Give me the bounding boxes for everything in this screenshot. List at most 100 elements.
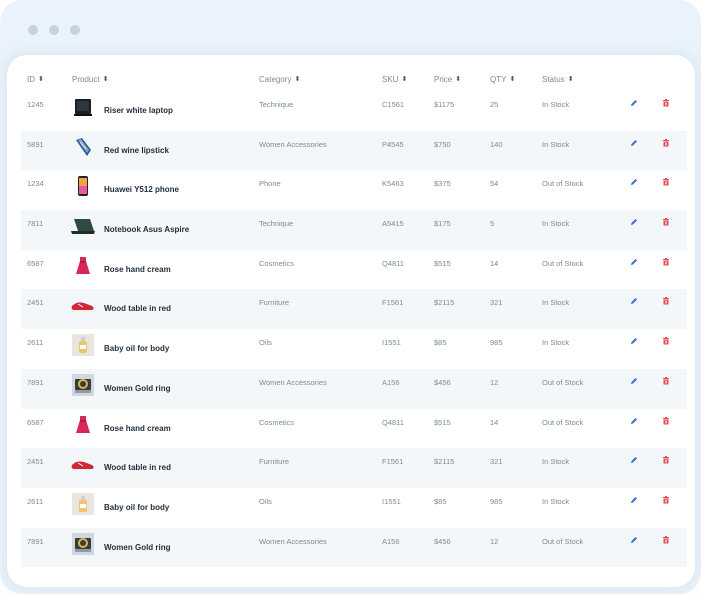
product-thumbnail [70,94,96,120]
sort-icon[interactable]: ⬍ [294,76,301,83]
cell-sku: A5415 [382,219,404,229]
cell-status: In Stock [542,219,570,229]
trash-icon[interactable] [662,337,670,347]
product-name[interactable]: Rose hand cream [104,423,171,433]
cell-qty: 321 [490,457,503,467]
window-controls [28,25,80,35]
sort-icon[interactable]: ⬍ [102,76,109,83]
cell-category: Oils [259,338,272,348]
column-header-id[interactable]: ID ⬍ [27,75,44,84]
edit-icon[interactable] [630,297,638,307]
cell-category: Oils [259,496,272,506]
cell-category: Cosmetics [259,417,295,427]
product-name[interactable]: Baby oil for body [104,502,170,512]
cell-price: $750 [434,139,451,149]
trash-icon[interactable] [662,138,670,149]
edit-icon[interactable] [630,377,638,387]
product-name[interactable]: Wood table in red [104,304,171,314]
cell-category: Furniture [259,457,290,467]
table-row[interactable]: 5891 Red wine lipstick Women Accessories P4… [21,130,687,171]
window-dot-icon[interactable] [28,25,38,35]
edit-icon[interactable] [630,337,638,347]
trash-icon[interactable] [662,297,670,307]
product-name[interactable]: Women Gold ring [104,542,171,552]
trash-icon[interactable] [662,495,670,506]
cell-product: Notebook Asus Aspire [70,213,189,239]
cell-price: $375 [434,179,451,189]
product-name[interactable]: Baby oil for body [104,344,170,354]
column-header-status[interactable]: Status ⬍ [542,75,574,84]
table-row[interactable]: 7891 Women Gold ring Women Accessories A156… [21,368,687,409]
sort-icon[interactable]: ⬍ [401,76,408,83]
edit-icon[interactable] [630,178,638,188]
cell-category: Phone [259,179,281,189]
cell-product: Women Gold ring [70,531,171,557]
table-row[interactable]: 2451 Wood table in red Furniture F1561 $2115… [21,289,687,330]
edit-icon[interactable] [630,417,638,427]
column-label: Price [434,75,453,84]
table-row[interactable]: 6587 Rose hand cream Cosmetics Q4811 $515 14 O… [21,409,687,449]
product-name[interactable]: Notebook Asus Aspire [104,225,190,235]
column-header-qty[interactable]: QTY ⬍ [490,75,515,84]
cell-product: Baby oil for body [70,491,169,517]
trash-icon[interactable] [662,257,670,268]
edit-icon[interactable] [630,99,638,109]
trash-icon[interactable] [662,535,670,546]
trash-icon[interactable] [662,99,670,109]
table-row[interactable]: 2451 Wood table in red Furniture F1561 $2115… [21,448,687,488]
product-thumbnail [70,372,96,398]
cell-qty: 12 [490,377,499,387]
cell-price: $85 [434,338,447,348]
cell-qty: 14 [490,258,499,268]
trash-icon[interactable] [662,218,670,228]
column-header-price[interactable]: Price ⬍ [434,75,461,84]
column-header-sku[interactable]: SKU ⬍ [382,75,407,84]
window-dot-icon[interactable] [49,25,59,35]
cell-status: In Stock [542,457,570,467]
cell-id: 1245 [27,100,44,109]
table-row[interactable]: 1234 Huawei Y512 phone Phone K5463 $375 54 Out… [21,170,687,210]
edit-icon[interactable] [630,139,638,149]
cell-category: Women Accessories [259,377,327,387]
edit-icon[interactable] [630,456,638,466]
cell-price: $85 [434,496,447,506]
table-row[interactable]: 6587 Rose hand cream Cosmetics Q4811 $515 14 O… [21,250,687,290]
cell-product: Women Gold ring [70,372,171,398]
table-row[interactable]: 7891 Women Gold ring Women Accessories A156… [21,527,687,568]
sort-icon[interactable]: ⬍ [509,76,516,83]
cell-id: 2611 [27,338,44,348]
trash-icon[interactable] [662,456,670,466]
edit-icon[interactable] [630,536,638,546]
sort-icon[interactable]: ⬍ [567,76,574,83]
cell-id: 2451 [27,457,44,467]
trash-icon[interactable] [662,376,670,387]
table-row[interactable]: 2611 Baby oil for body Oils I1551 $85 985 In S… [21,329,687,369]
cell-product: Red wine lipstick [70,134,169,160]
product-name[interactable]: Huawei Y512 phone [104,185,179,195]
product-name[interactable]: Rose hand cream [104,264,171,274]
trash-icon[interactable] [662,416,670,427]
table-row[interactable]: 1245 Riser white laptop Technique C1561 $117… [21,91,687,131]
cell-price: $2115 [434,298,455,308]
product-name[interactable]: Women Gold ring [104,383,171,393]
product-name[interactable]: Wood table in red [104,463,171,473]
column-header-product[interactable]: Product ⬍ [72,75,108,84]
cell-qty: 14 [490,417,499,427]
product-name[interactable]: Red wine lipstick [104,145,169,155]
trash-icon[interactable] [662,178,670,188]
cell-status: Out of Stock [542,179,584,189]
edit-icon[interactable] [630,218,638,228]
table-row[interactable]: 7811 Notebook Asus Aspire Technique A5415 $1… [21,210,687,250]
column-header-category[interactable]: Category ⬍ [259,75,300,84]
sort-icon[interactable]: ⬍ [38,76,44,83]
cell-sku: Q4811 [382,417,404,427]
window-dot-icon[interactable] [70,25,80,35]
column-label: SKU [382,75,399,84]
cell-id: 6587 [27,417,44,427]
sort-icon[interactable]: ⬍ [455,76,462,83]
edit-icon[interactable] [630,496,638,506]
table-row[interactable]: 2611 Baby oil for body Oils I1551 $85 985 In S… [21,488,687,528]
edit-icon[interactable] [630,258,638,268]
product-name[interactable]: Riser white laptop [104,106,173,115]
cell-status: Out of Stock [542,417,584,427]
